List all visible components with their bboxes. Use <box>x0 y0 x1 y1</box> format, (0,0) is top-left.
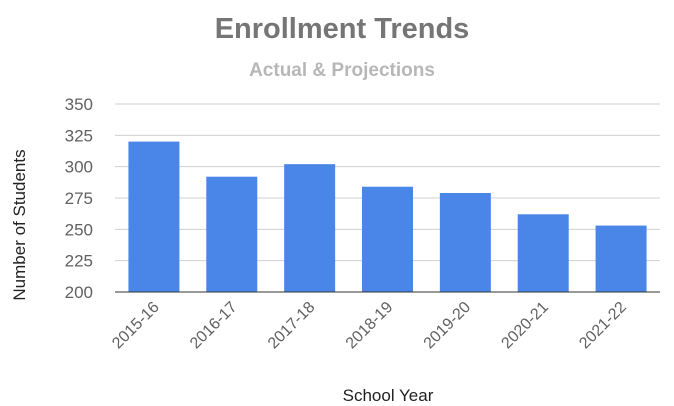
x-axis-ticks: 2015-16 2016-17 2017-18 2018-19 2019-20 2020-… <box>109 299 630 353</box>
y-tick-label: 275 <box>65 189 93 208</box>
x-tick-label: 2017-18 <box>265 299 319 353</box>
bar <box>517 214 569 292</box>
y-axis-label: Number of Students <box>10 149 29 300</box>
bar <box>284 164 336 292</box>
y-tick-label: 200 <box>65 283 93 302</box>
y-axis-ticks: 200 225 250 275 300 325 350 <box>65 95 93 302</box>
bar <box>362 186 413 292</box>
x-tick-label: 2020-21 <box>499 299 553 353</box>
x-tick-label: 2015-16 <box>109 299 163 353</box>
bar <box>206 176 258 292</box>
x-tick-label: 2018-19 <box>343 299 397 353</box>
x-tick-label: 2019-20 <box>421 299 475 353</box>
bar <box>128 141 180 292</box>
y-tick-label: 350 <box>65 95 93 114</box>
x-tick-label: 2016-17 <box>187 299 241 353</box>
y-tick-label: 225 <box>65 252 93 271</box>
chart-subtitle: Actual & Projections <box>249 60 435 81</box>
bar <box>595 225 647 292</box>
x-tick-label: 2021-22 <box>576 299 630 353</box>
y-tick-label: 325 <box>65 126 93 145</box>
bars <box>128 141 647 292</box>
x-axis-label: School Year <box>343 386 434 405</box>
y-tick-label: 250 <box>65 220 93 239</box>
chart-title: Enrollment Trends <box>215 13 470 45</box>
y-tick-label: 300 <box>65 158 93 177</box>
bar <box>439 192 491 292</box>
